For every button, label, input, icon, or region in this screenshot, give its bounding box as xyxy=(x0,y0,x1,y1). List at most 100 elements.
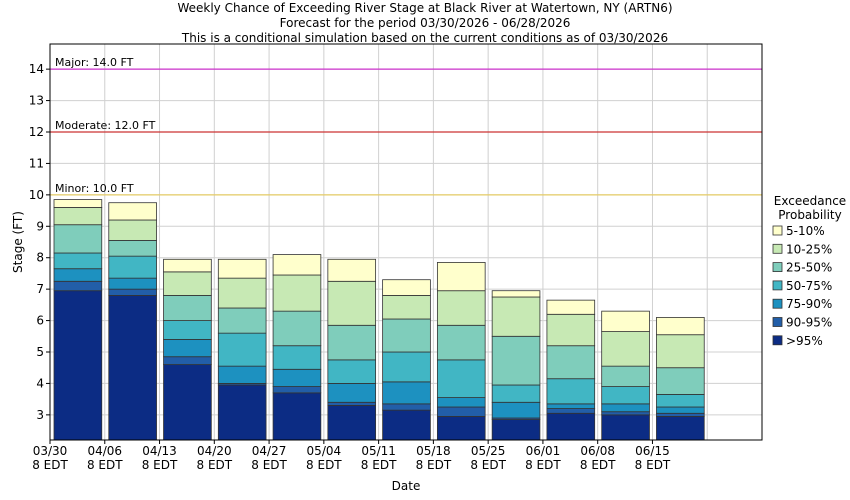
bar-segment xyxy=(436,262,486,292)
x-axis-label: Date xyxy=(392,479,421,493)
flood-level-lines: Major: 14.0 FT Moderate: 12.0 FT Minor: 10… xyxy=(50,56,762,196)
bar-segment xyxy=(217,277,267,309)
x-tick-label: 05/04 xyxy=(307,444,342,458)
flood-level-label: Moderate: 12.0 FT xyxy=(55,119,156,132)
bar-segment xyxy=(108,277,157,290)
stacked-bars xyxy=(53,199,705,441)
bar-segment xyxy=(272,274,322,312)
x-tick-label: 04/06 xyxy=(87,444,122,458)
legend-label: >95% xyxy=(786,334,823,348)
bar-segment xyxy=(163,271,212,296)
y-tick-label: 12 xyxy=(29,125,44,139)
legend-swatch xyxy=(772,225,783,236)
bar-segment xyxy=(491,384,541,403)
bar-segment xyxy=(327,280,377,326)
bar-segment xyxy=(53,252,103,270)
y-tick-label: 4 xyxy=(36,376,44,390)
bar-segment xyxy=(436,416,486,441)
x-tick-label-time: 8 EDT xyxy=(416,458,452,472)
bar-segment xyxy=(327,383,377,403)
bar-segment xyxy=(53,268,103,282)
chart-title-line: Weekly Chance of Exceeding River Stage a… xyxy=(177,1,672,15)
bar-segment xyxy=(546,412,596,441)
bar-segment xyxy=(108,288,157,296)
bar-segment xyxy=(491,419,541,441)
bar-segment xyxy=(491,401,541,419)
bar-segment xyxy=(436,359,486,398)
y-tick-label: 10 xyxy=(29,188,44,202)
bar-segment xyxy=(601,365,650,387)
legend-swatch xyxy=(772,243,783,254)
bar-segment xyxy=(601,414,650,441)
bar-segment xyxy=(272,254,322,276)
bar-segment xyxy=(382,381,431,405)
y-tick-label: 3 xyxy=(36,408,44,422)
y-tick-label: 8 xyxy=(36,251,44,265)
x-tick-label-time: 8 EDT xyxy=(525,458,561,472)
bar-segment xyxy=(272,345,322,370)
x-tick-label: 06/01 xyxy=(526,444,561,458)
bar-segment xyxy=(163,339,212,358)
x-tick-label: 03/30 xyxy=(33,444,68,458)
bar-segment xyxy=(382,409,431,441)
legend-title: Exceedance xyxy=(774,194,846,208)
y-tick-label: 7 xyxy=(36,282,44,296)
legend-swatch xyxy=(772,317,783,327)
y-axis-label: Stage (FT) xyxy=(11,211,25,273)
bar-segment xyxy=(108,219,157,241)
x-tick-label: 04/13 xyxy=(142,444,177,458)
bar-segment xyxy=(53,290,103,441)
bar-segment xyxy=(601,403,650,413)
x-tick-label: 05/25 xyxy=(471,444,506,458)
bar-segment xyxy=(601,331,650,367)
bar-segment xyxy=(546,313,596,347)
chart-titles: Weekly Chance of Exceeding River Stage a… xyxy=(177,1,672,45)
bar-segment xyxy=(546,299,596,315)
x-tick-label: 04/27 xyxy=(252,444,287,458)
bar-segment xyxy=(491,335,541,386)
x-tick-label-time: 8 EDT xyxy=(251,458,287,472)
bar-segment xyxy=(546,403,596,409)
legend-label: 50-75% xyxy=(786,279,832,293)
bar-segment xyxy=(327,359,377,384)
plot-frame xyxy=(49,43,763,441)
y-tick-label: 13 xyxy=(29,94,44,108)
bar-segment xyxy=(272,368,322,387)
legend-swatch xyxy=(772,280,783,291)
bar-segment xyxy=(382,279,431,296)
y-tick-label: 5 xyxy=(36,345,44,359)
bar-segment xyxy=(436,290,486,326)
bar-segment xyxy=(601,386,650,405)
bar-segment xyxy=(272,310,322,347)
legend-swatch xyxy=(772,298,783,309)
x-tick-label: 06/15 xyxy=(635,444,670,458)
legend-label: 90-95% xyxy=(786,316,832,330)
x-tick-label-time: 8 EDT xyxy=(306,458,342,472)
x-tick-label-time: 8 EDT xyxy=(361,458,397,472)
bar-segment xyxy=(53,207,103,226)
legend-swatch xyxy=(772,335,783,346)
x-tick-label-time: 8 EDT xyxy=(87,458,123,472)
bar-segment xyxy=(108,202,157,221)
bar-segment xyxy=(382,295,431,320)
legend-label: 25-50% xyxy=(786,261,832,275)
x-tick-label-time: 8 EDT xyxy=(635,458,671,472)
legend-label: 75-90% xyxy=(786,297,832,311)
bar-segment xyxy=(601,411,650,416)
bar-segment xyxy=(436,406,486,417)
bar-segment xyxy=(53,280,103,292)
bar-segment xyxy=(436,324,486,361)
y-tick-label: 9 xyxy=(36,219,44,233)
flood-level-label: Major: 14.0 FT xyxy=(55,56,134,69)
bar-segment xyxy=(217,384,267,441)
bar-segment xyxy=(272,392,322,441)
bar-segment xyxy=(327,405,377,441)
bar-segment xyxy=(53,199,103,208)
bar-segment xyxy=(53,224,103,254)
x-tick-label: 05/18 xyxy=(416,444,451,458)
chart-title-line: This is a conditional simulation based o… xyxy=(181,31,668,45)
bar-segment xyxy=(163,258,212,273)
